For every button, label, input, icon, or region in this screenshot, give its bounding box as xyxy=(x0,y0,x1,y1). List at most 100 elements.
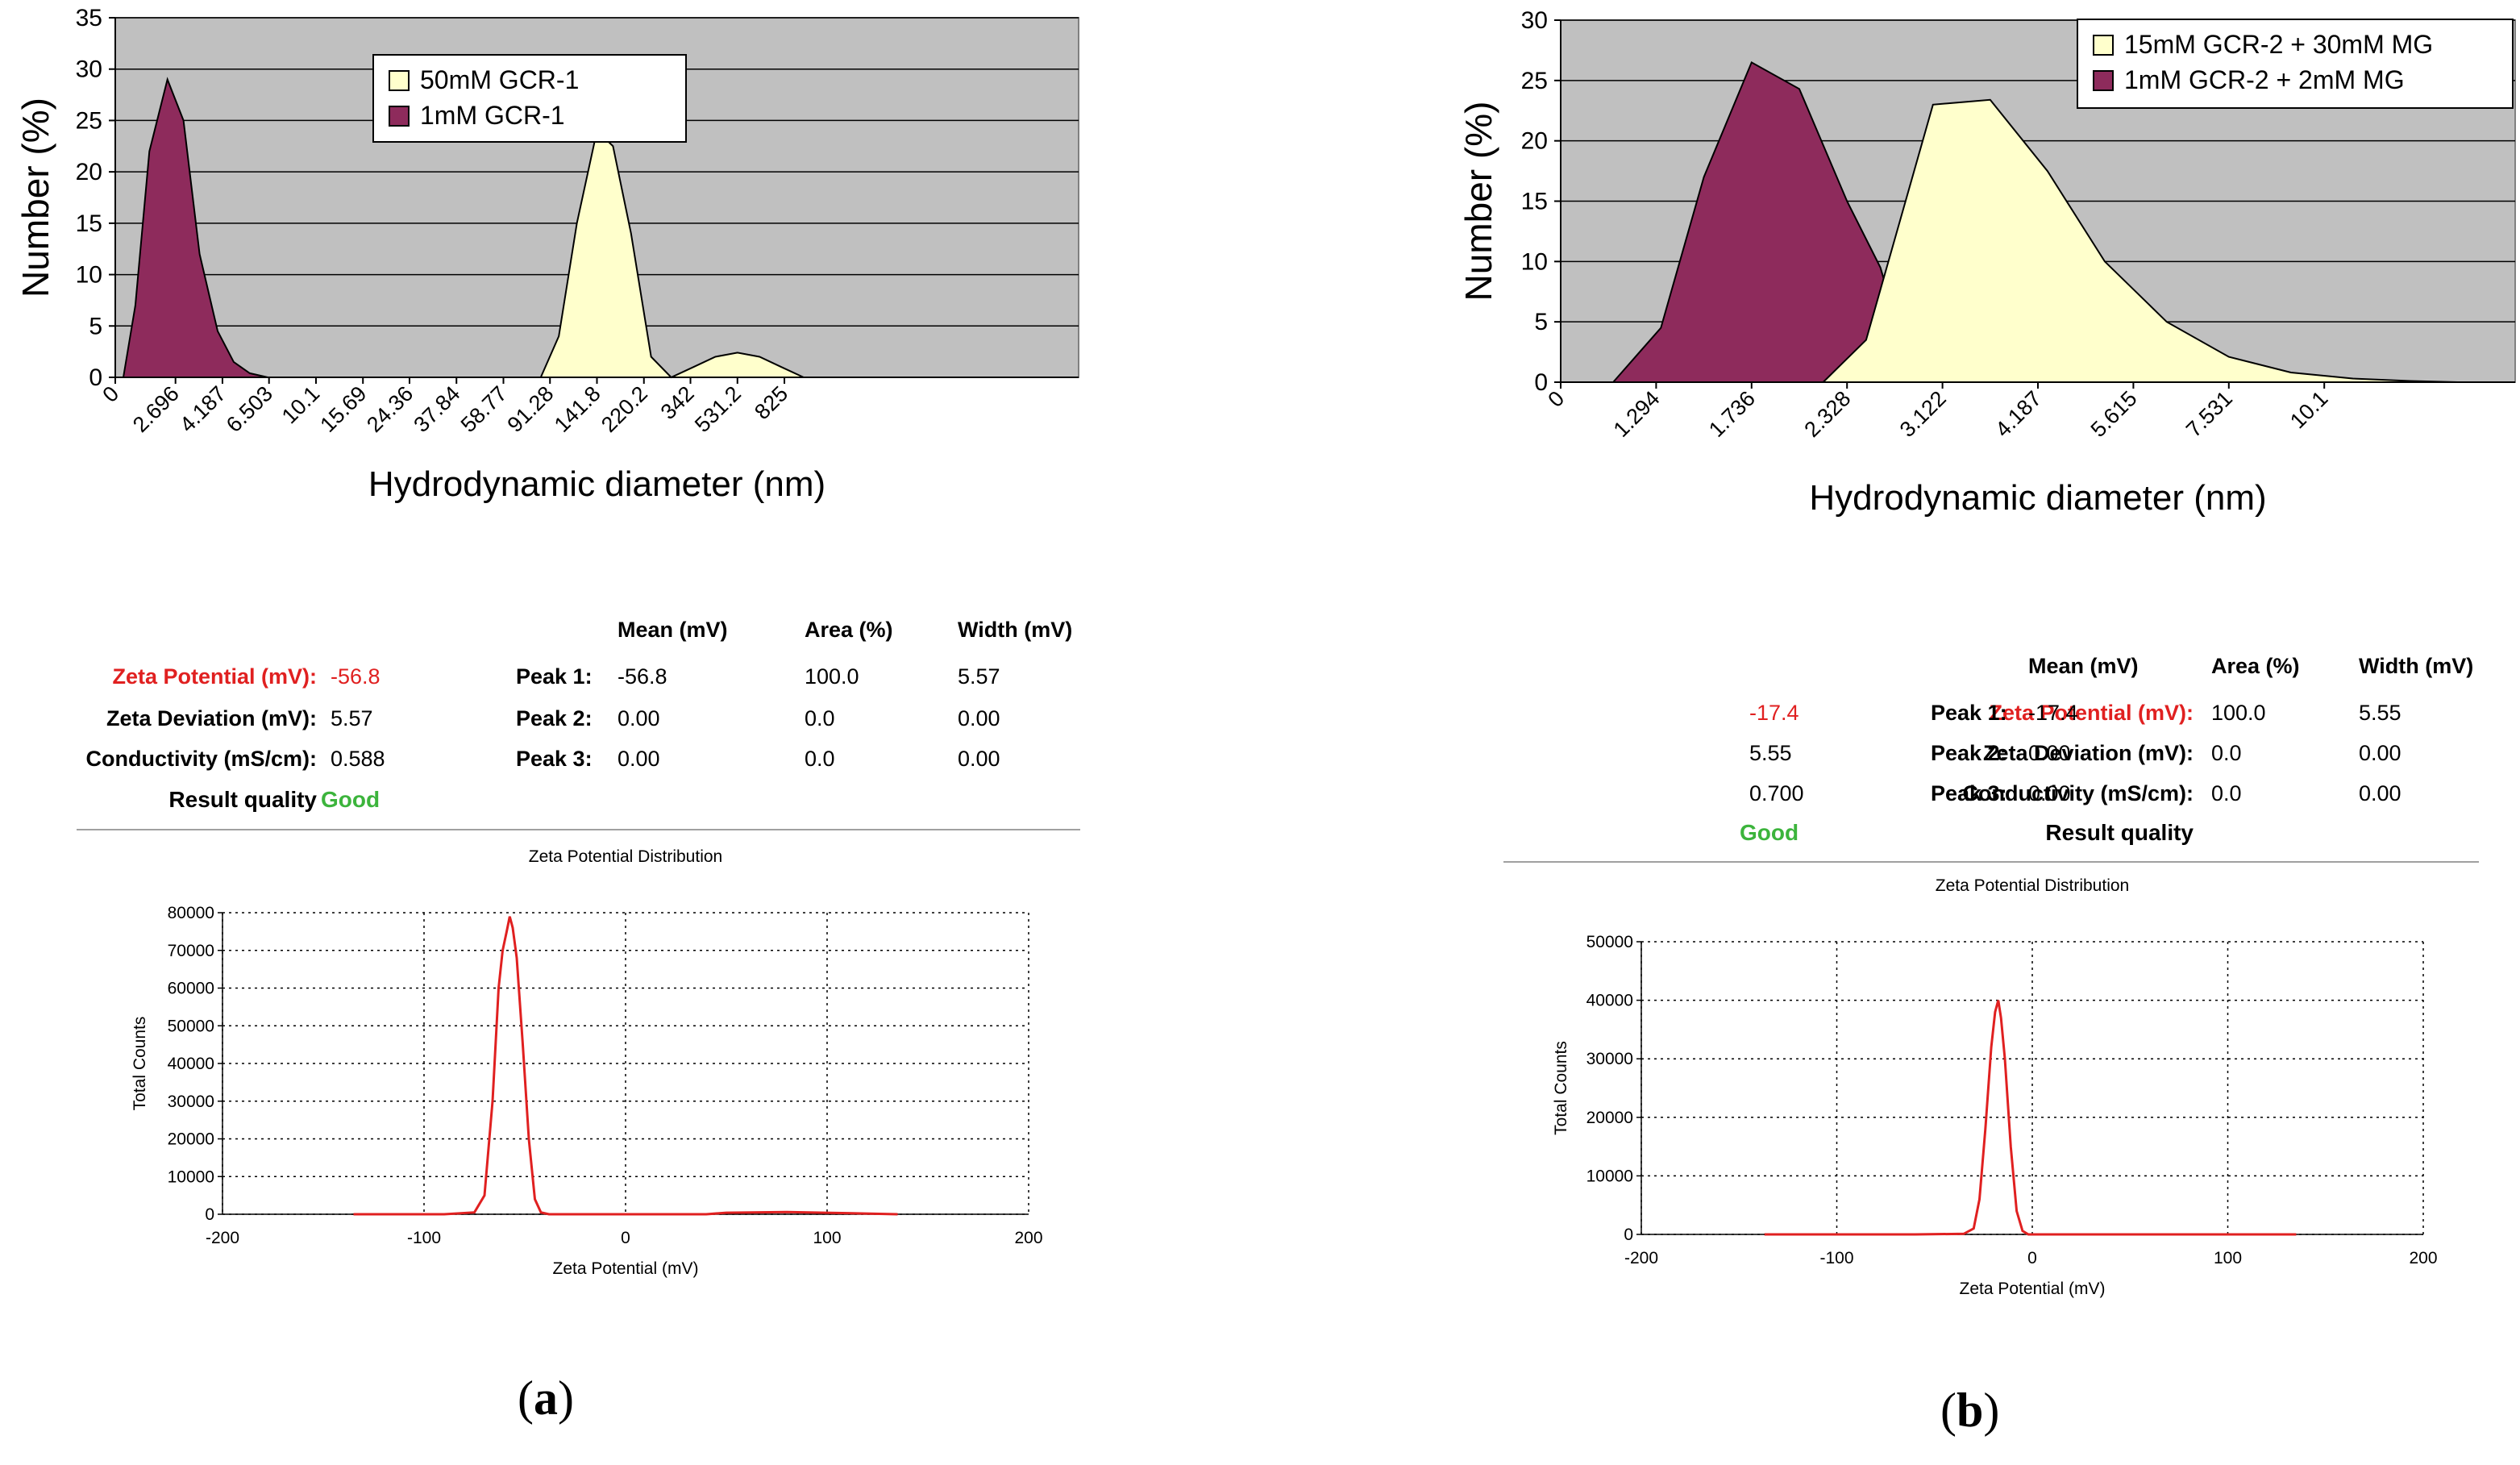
y-tick-label: 25 xyxy=(76,107,102,134)
zeta-deviation-label: Zeta Deviation (mV): xyxy=(1982,741,2194,765)
header-area: Area (%) xyxy=(2211,654,2300,678)
header-width: Width (mV) xyxy=(958,618,1073,642)
zeta-summary-a: Mean (mV) Area (%) Width (mV) Zeta Poten… xyxy=(0,613,1260,822)
y-tick-label: 10 xyxy=(1521,248,1548,275)
chart-title: Zeta Potential Distribution xyxy=(1936,876,2129,895)
x-axis-title: Zeta Potential (mV) xyxy=(1960,1280,2106,1298)
legend-entry: 1mM GCR-2 + 2mM MG xyxy=(2124,65,2405,94)
peak-1-mean: -56.8 xyxy=(618,664,667,689)
x-axis-title: Hydrodynamic diameter (nm) xyxy=(368,464,825,504)
y-tick-label: 0 xyxy=(1624,1226,1633,1244)
legend-swatch xyxy=(2093,35,2114,56)
x-tick-label: 141.8 xyxy=(550,381,605,437)
caption-letter: b xyxy=(1956,1384,1984,1437)
x-tick-label: 2.696 xyxy=(128,381,184,437)
panel-caption-b: (b) xyxy=(1940,1383,1999,1438)
x-tick-label: -100 xyxy=(407,1229,441,1247)
y-tick-label: 0 xyxy=(89,364,102,391)
peak-2-label: Peak 2: xyxy=(516,706,593,730)
x-tick-label: 91.28 xyxy=(502,381,558,437)
peak-3-area: 0.0 xyxy=(2211,781,2242,805)
y-tick-label: 30000 xyxy=(168,1093,214,1111)
separator-line xyxy=(77,829,1080,830)
legend-swatch xyxy=(389,70,410,91)
separator-line xyxy=(1503,861,2479,863)
header-mean: Mean (mV) xyxy=(618,618,728,642)
x-tick-label: 531.2 xyxy=(690,381,746,437)
y-tick-label: 0 xyxy=(205,1205,214,1224)
y-tick-label: 15 xyxy=(76,210,102,237)
caption-letter: a xyxy=(533,1371,558,1425)
zeta-potential-value: -17.4 xyxy=(1749,701,1799,725)
peak-2-area: 0.0 xyxy=(805,706,835,730)
peak-2-width: 0.00 xyxy=(958,706,1000,730)
y-axis-title: Total Counts xyxy=(131,1017,149,1111)
y-tick-label: 30 xyxy=(76,56,102,83)
zeta-potential-label: Zeta Potential (mV): xyxy=(1989,701,2194,725)
legend-swatch xyxy=(389,106,410,127)
y-tick-label: 30 xyxy=(1521,7,1548,34)
chart-title: Zeta Potential Distribution xyxy=(529,847,722,866)
x-tick-label: 15.69 xyxy=(315,381,371,437)
legend-entry: 50mM GCR-1 xyxy=(420,65,579,94)
x-tick-label: 200 xyxy=(2409,1249,2437,1267)
x-tick-label: 58.77 xyxy=(456,381,512,437)
peak-1-area: 100.0 xyxy=(2211,701,2266,725)
caption-close: ) xyxy=(1983,1384,2000,1437)
zeta-potential-label: Zeta Potential (mV): xyxy=(112,664,317,689)
result-quality-label: Result quality xyxy=(168,787,317,812)
zeta-summary-b: Mean (mV) Area (%) Width (mV) Zeta Poten… xyxy=(1260,649,2520,859)
peak-1-label: Peak 1: xyxy=(1931,701,2007,725)
peak-3-area: 0.0 xyxy=(805,747,835,771)
conductivity-label: Conductivity (mS/cm): xyxy=(85,747,317,771)
x-tick-label: 0 xyxy=(98,381,123,407)
peak-1-width: 5.57 xyxy=(958,664,1000,689)
series-area-1 xyxy=(539,129,805,379)
y-tick-label: 10000 xyxy=(168,1167,214,1186)
y-tick-label: 80000 xyxy=(168,904,214,922)
x-tick-label: -100 xyxy=(1819,1249,1853,1267)
y-tick-label: 35 xyxy=(76,5,102,31)
legend-box xyxy=(372,54,687,143)
x-axis-title: Zeta Potential (mV) xyxy=(553,1259,699,1278)
panel-a: 0 5 10 15 20 25 30 35 0 2.696 4.187 6.503 10.1 15.69 2… xyxy=(0,5,1260,1426)
peak-3-width: 0.00 xyxy=(958,747,1000,771)
y-tick-label: 25 xyxy=(1521,68,1548,94)
caption-open: ( xyxy=(518,1371,534,1425)
y-tick-label: 70000 xyxy=(168,942,214,960)
legend-swatch xyxy=(2093,70,2114,91)
peak-2-width: 0.00 xyxy=(2359,741,2401,765)
y-tick-label: 5 xyxy=(1534,309,1548,335)
result-quality-value: Good xyxy=(321,787,380,812)
y-tick-label: 20000 xyxy=(1586,1109,1633,1127)
header-area: Area (%) xyxy=(805,618,893,642)
peak-1-mean: -17.4 xyxy=(2028,701,2078,725)
y-tick-label: 20000 xyxy=(168,1130,214,1149)
size-distribution-chart-b: 0 5 10 15 20 25 30 0 1.294 1.736 2.328 3.122 4.187 5.… xyxy=(1458,7,2516,518)
y-axis-title: Number (%) xyxy=(15,98,56,298)
x-tick-label: 1.736 xyxy=(1704,386,1760,442)
panel-caption-a: (a) xyxy=(518,1371,574,1426)
y-tick-label: 5 xyxy=(89,313,102,339)
x-tick-label: 3.122 xyxy=(1895,386,1951,442)
peak-1-label: Peak 1: xyxy=(516,664,593,689)
x-tick-label: 5.615 xyxy=(2086,386,2142,442)
y-tick-label: 60000 xyxy=(168,980,214,998)
header-mean: Mean (mV) xyxy=(2028,654,2139,678)
peak-1-area: 100.0 xyxy=(805,664,859,689)
conductivity-label: Conductivity (mS/cm): xyxy=(1962,781,2194,805)
legend-entry: 1mM GCR-1 xyxy=(420,101,565,130)
panel-b: 0 5 10 15 20 25 30 0 1.294 1.736 2.328 3.122 4.187 5.… xyxy=(1260,0,2520,1465)
peak-3-label: Peak 3: xyxy=(1931,781,2007,805)
zeta-deviation-label: Zeta Deviation (mV): xyxy=(106,706,317,730)
x-tick-label: 1.294 xyxy=(1609,386,1665,442)
x-tick-label: 6.503 xyxy=(222,381,277,437)
x-tick-label: 0 xyxy=(621,1229,630,1247)
conductivity-value: 0.588 xyxy=(331,747,385,771)
y-tick-label: 50000 xyxy=(168,1017,214,1035)
y-tick-label: 15 xyxy=(1521,189,1548,215)
caption-close: ) xyxy=(557,1371,574,1425)
y-axis-title: Total Counts xyxy=(1552,1041,1570,1135)
x-tick-label: 37.84 xyxy=(409,381,464,437)
